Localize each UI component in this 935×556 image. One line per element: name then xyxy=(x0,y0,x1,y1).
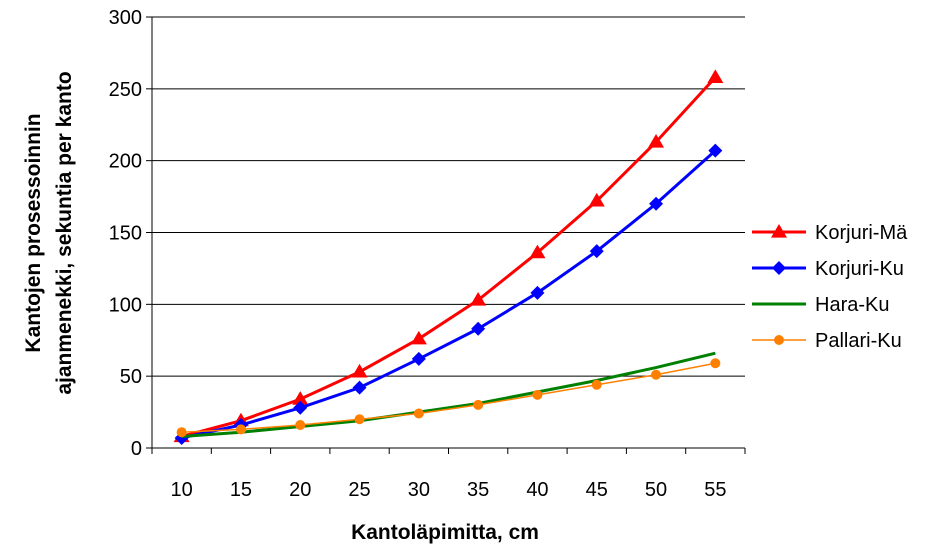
data-point xyxy=(352,380,367,395)
data-point xyxy=(471,321,486,336)
legend-label: Korjuri-Mä xyxy=(815,222,908,244)
x-tick-label: 20 xyxy=(289,479,311,501)
series-line xyxy=(181,362,716,433)
legend-entry: Korjuri-Ku xyxy=(752,258,904,280)
data-point xyxy=(529,244,546,259)
series-hara-ku xyxy=(181,351,716,439)
y-axis-title-line1: Kantojen prosessoinnin xyxy=(22,113,45,352)
data-point xyxy=(235,424,246,435)
x-tick-label: 45 xyxy=(586,479,608,501)
data-point xyxy=(648,133,665,148)
x-tick-label: 25 xyxy=(348,479,370,501)
series-line xyxy=(181,351,716,439)
data-point xyxy=(176,427,187,438)
series-line xyxy=(181,76,717,438)
x-tick-label: 55 xyxy=(704,479,726,501)
y-tick-label: 150 xyxy=(109,223,142,245)
y-tick-labels: 0 50 100 150 200 250 300 xyxy=(109,7,142,460)
series-korjuri-mä xyxy=(173,69,724,443)
legend-swatch-marker xyxy=(772,261,786,275)
legend-entry: Korjuri-Mä xyxy=(752,222,908,244)
gridlines xyxy=(146,16,746,454)
series-pallari-ku xyxy=(176,358,721,438)
x-tick-label: 40 xyxy=(526,479,548,501)
data-point xyxy=(588,192,605,207)
x-axis-title: Kantoläpimitta, cm xyxy=(351,521,539,544)
legend-label: Hara-Ku xyxy=(815,294,889,316)
data-point xyxy=(354,414,365,425)
series-group xyxy=(173,69,724,445)
data-point xyxy=(708,143,723,158)
legend-swatch-marker xyxy=(771,224,787,238)
legend: Korjuri-Mä Korjuri-Ku Hara-Ku Pallari-Ku xyxy=(752,222,908,352)
legend-entry: Hara-Ku xyxy=(752,294,889,316)
legend-swatch-marker xyxy=(774,335,784,345)
data-point xyxy=(351,363,368,378)
y-tick-label: 100 xyxy=(109,294,142,316)
y-tick-label: 250 xyxy=(109,79,142,101)
data-point xyxy=(530,285,545,300)
x-tick-label: 50 xyxy=(645,479,667,501)
legend-entry: Pallari-Ku xyxy=(752,330,902,352)
legend-label: Pallari-Ku xyxy=(815,330,902,352)
x-tick-label: 30 xyxy=(408,479,430,501)
data-point xyxy=(295,420,306,431)
y-tick-label: 300 xyxy=(109,7,142,29)
data-point xyxy=(413,408,424,419)
data-point xyxy=(292,391,309,405)
data-point xyxy=(532,389,543,400)
data-point xyxy=(591,379,602,390)
x-tick-labels: 10 15 20 25 30 35 40 45 50 55 xyxy=(171,479,727,501)
data-point xyxy=(410,330,427,345)
series-line xyxy=(181,149,717,440)
x-tick-label: 15 xyxy=(230,479,252,501)
legend-label: Korjuri-Ku xyxy=(815,258,904,280)
data-point xyxy=(651,369,662,380)
data-point xyxy=(649,196,664,211)
data-point xyxy=(293,400,308,415)
data-point xyxy=(470,292,487,306)
data-point xyxy=(589,244,604,259)
series-korjuri-ku xyxy=(174,143,723,445)
data-point xyxy=(707,69,724,83)
y-tick-label: 0 xyxy=(131,438,142,460)
x-tick-label: 10 xyxy=(171,479,193,501)
data-point xyxy=(473,399,484,410)
y-tick-label: 200 xyxy=(109,151,142,173)
data-point xyxy=(411,351,426,366)
data-point xyxy=(710,358,721,369)
y-axis-title-line2: ajanmenekki, sekuntia per kanto xyxy=(53,71,76,394)
y-tick-label: 50 xyxy=(120,366,142,388)
x-tick-label: 35 xyxy=(467,479,489,501)
